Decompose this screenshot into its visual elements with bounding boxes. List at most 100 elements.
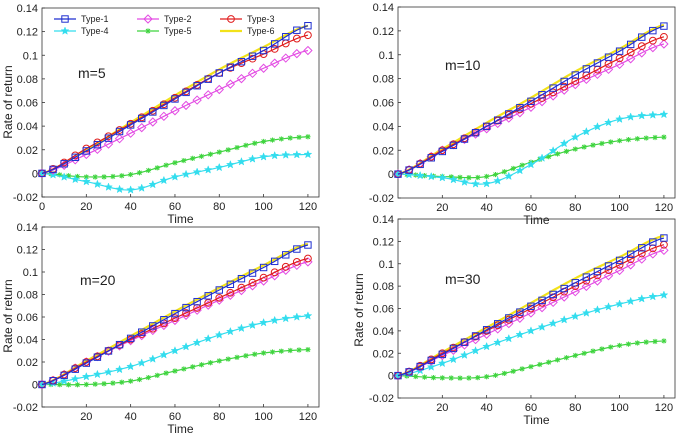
data-point <box>65 382 72 388</box>
y-tick-label: 0.04 <box>373 326 394 338</box>
data-point <box>226 63 235 71</box>
data-point <box>65 173 72 179</box>
data-point <box>548 146 558 155</box>
data-point <box>448 375 454 381</box>
data-point <box>549 290 557 299</box>
data-point <box>136 170 143 176</box>
y-tick-label: 0.02 <box>17 145 38 157</box>
y-tick-label: 0 <box>32 168 38 180</box>
x-tick-label: 0 <box>39 201 45 213</box>
y-tick-label: 0.14 <box>373 214 394 226</box>
data-point <box>590 142 596 148</box>
series-line-type-6 <box>41 242 309 386</box>
data-point <box>426 362 436 371</box>
data-point <box>549 88 558 97</box>
data-point <box>471 128 480 137</box>
data-point <box>281 53 291 63</box>
data-point <box>259 263 268 272</box>
x-tick-label: 20 <box>80 411 92 423</box>
x-tick-label: 60 <box>525 202 537 214</box>
data-point <box>154 165 160 171</box>
data-point <box>460 338 469 346</box>
y-tick-label: 0.14 <box>373 2 394 14</box>
data-point <box>60 371 68 380</box>
legend-marker <box>227 15 235 23</box>
data-point <box>537 322 547 331</box>
data-point <box>49 377 57 385</box>
data-point <box>38 169 46 178</box>
data-point <box>648 249 658 259</box>
data-point <box>492 372 499 378</box>
data-point <box>572 146 578 152</box>
data-point <box>237 57 246 66</box>
data-point <box>49 165 57 174</box>
x-tick-label: 20 <box>436 202 448 214</box>
legend-entry: Type-2 <box>164 14 192 24</box>
data-point <box>615 260 624 269</box>
data-point <box>82 147 91 155</box>
x-tick-label: 40 <box>125 201 137 213</box>
plot-frame <box>41 7 320 198</box>
data-point <box>494 116 502 124</box>
data-point <box>292 48 302 59</box>
series-line-type-1 <box>397 237 665 377</box>
data-point <box>304 22 312 30</box>
data-point <box>572 352 578 359</box>
data-point <box>103 139 114 149</box>
data-point <box>519 162 525 168</box>
y-axis-label: Rate of return <box>1 279 15 352</box>
data-point <box>563 148 570 154</box>
data-point <box>426 356 436 366</box>
data-point <box>198 153 205 159</box>
data-point <box>603 64 614 75</box>
data-point <box>415 170 425 180</box>
data-point <box>604 53 613 61</box>
data-point <box>292 258 301 266</box>
series-markers-type-4 <box>393 290 669 380</box>
data-point <box>626 296 636 306</box>
data-point <box>170 106 180 116</box>
data-point <box>148 117 158 127</box>
data-point <box>292 34 301 43</box>
data-point <box>81 371 91 381</box>
data-point <box>549 84 557 92</box>
data-point <box>163 162 169 168</box>
series-line-type-6 <box>397 23 665 176</box>
data-point <box>159 350 169 359</box>
data-point <box>571 279 579 287</box>
data-point <box>125 128 136 138</box>
data-point <box>471 346 481 355</box>
data-point <box>270 45 279 53</box>
data-point <box>626 255 635 264</box>
data-point <box>92 179 102 189</box>
data-point <box>182 303 190 312</box>
data-point <box>171 314 179 323</box>
legend-entry: Type-6 <box>247 26 275 36</box>
data-point <box>145 374 151 381</box>
data-point <box>159 111 169 122</box>
legend: Type-1 Type-2 Type-3 Type-4 Type-5 Type-6 <box>54 14 275 36</box>
data-point <box>582 65 591 73</box>
data-point <box>247 68 258 79</box>
data-point <box>604 262 613 270</box>
data-point <box>637 111 647 120</box>
data-point <box>460 177 469 186</box>
legend-entry: Type-3 <box>247 14 275 24</box>
data-point <box>660 22 668 30</box>
y-tick-label: 0.04 <box>17 121 38 133</box>
y-tick-label: 0.1 <box>379 259 394 271</box>
series-markers-type-1 <box>38 241 312 389</box>
x-tick-label: 80 <box>213 411 225 423</box>
data-point <box>181 157 187 164</box>
data-point <box>182 88 190 97</box>
data-point <box>582 273 591 281</box>
series-line-type-5 <box>397 340 664 379</box>
data-point <box>225 147 231 153</box>
data-point <box>559 292 569 302</box>
data-point <box>74 173 81 180</box>
legend-entry: Type-1 <box>81 14 109 24</box>
data-point <box>427 154 435 162</box>
y-tick-label: 0.02 <box>373 348 394 360</box>
data-point <box>126 185 136 194</box>
